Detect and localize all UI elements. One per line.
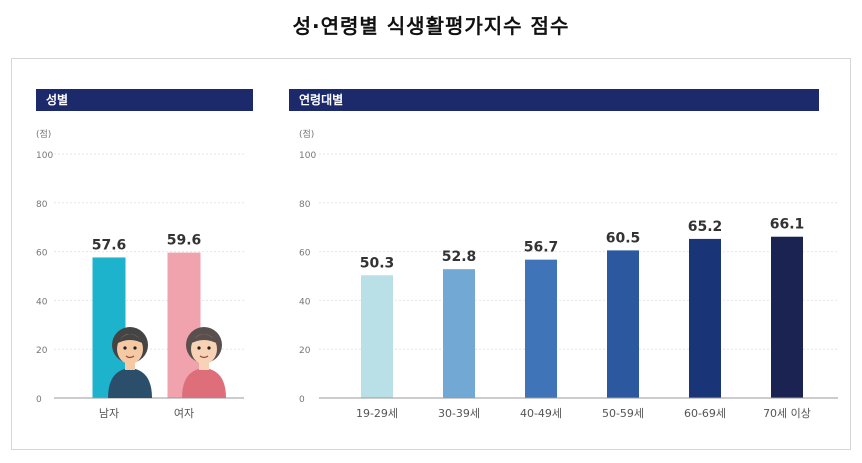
person-face bbox=[191, 334, 217, 364]
male-person-icon bbox=[108, 327, 152, 398]
gender-chart: (점) 0 20 40 60 80 100 57.6 남자 59.6 여자 bbox=[36, 128, 244, 420]
data-label: 66.1 bbox=[770, 217, 805, 233]
y-tick-label: 0 bbox=[299, 395, 305, 405]
gender-section-header: 성별 bbox=[36, 89, 253, 111]
person-neck bbox=[125, 362, 135, 370]
x-tick-label: 19-29세 bbox=[356, 407, 398, 420]
y-tick-label: 0 bbox=[36, 395, 42, 405]
person-face bbox=[117, 334, 143, 364]
y-unit-label: (점) bbox=[36, 128, 51, 140]
person-mouth bbox=[125, 355, 135, 359]
person-eye bbox=[123, 346, 127, 350]
page-title: 성·연령별 식생활평가지수 점수 bbox=[292, 14, 570, 38]
y-tick-label: 40 bbox=[36, 297, 48, 307]
x-tick-label: 60-69세 bbox=[684, 407, 726, 420]
x-tick-label: 남자 bbox=[99, 407, 119, 420]
age-chart: (점) 0 20 40 60 80 100 50.3 19-29세 52.8 30-39세 56.7 4… bbox=[299, 128, 838, 420]
bar bbox=[689, 238, 721, 398]
person-eye bbox=[197, 346, 201, 350]
age-section-header: 연령대별 bbox=[289, 89, 819, 111]
y-unit-label: (점) bbox=[299, 128, 314, 140]
data-label: 56.7 bbox=[524, 240, 559, 256]
person-neck bbox=[199, 362, 209, 370]
y-tick-label: 100 bbox=[36, 151, 53, 161]
bar bbox=[525, 259, 557, 398]
data-label: 50.3 bbox=[360, 255, 395, 271]
person-eye bbox=[133, 346, 137, 350]
y-tick-label: 100 bbox=[299, 151, 316, 161]
bar bbox=[361, 275, 393, 398]
data-label: 65.2 bbox=[688, 219, 723, 235]
data-label: 52.8 bbox=[442, 249, 477, 265]
person-hair-top bbox=[190, 334, 218, 344]
person-mouth bbox=[199, 355, 209, 359]
bar bbox=[443, 269, 475, 398]
bar bbox=[771, 236, 803, 398]
y-tick-label: 60 bbox=[299, 249, 311, 259]
y-tick-label: 60 bbox=[36, 249, 48, 259]
female-person-icon bbox=[182, 327, 226, 398]
person-body bbox=[108, 368, 152, 398]
bar bbox=[607, 250, 639, 398]
chart-panel: 성별 연령대별 (점) 0 20 40 60 80 100 57.6 남자 59.6 여자 (점) 0… bbox=[11, 58, 851, 450]
person-eye bbox=[207, 346, 211, 350]
person-hair-top bbox=[116, 334, 144, 344]
y-tick-label: 20 bbox=[299, 346, 311, 356]
y-tick-label: 40 bbox=[299, 297, 311, 307]
y-tick-label: 20 bbox=[36, 346, 48, 356]
x-tick-label: 70세 이상 bbox=[763, 407, 811, 420]
x-tick-label: 50-59세 bbox=[602, 407, 644, 420]
data-label: 60.5 bbox=[606, 230, 641, 246]
data-label: 57.6 bbox=[92, 237, 127, 253]
y-tick-label: 80 bbox=[299, 200, 311, 210]
x-tick-label: 여자 bbox=[174, 407, 194, 420]
x-tick-label: 40-49세 bbox=[520, 407, 562, 420]
data-label: 59.6 bbox=[167, 233, 202, 249]
x-tick-label: 30-39세 bbox=[438, 407, 480, 420]
y-tick-label: 80 bbox=[36, 200, 48, 210]
person-body bbox=[182, 368, 226, 398]
